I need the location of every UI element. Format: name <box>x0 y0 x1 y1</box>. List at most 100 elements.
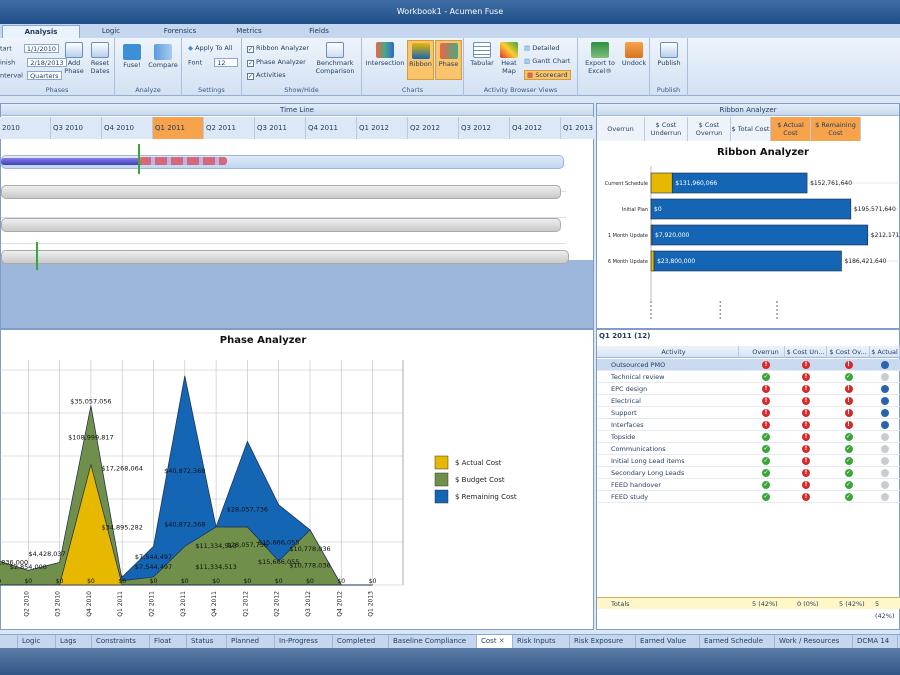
quarter-header[interactable]: Q4 2011 <box>306 117 357 139</box>
ribbon-analyzer-column-header[interactable]: $ Cost Overrun <box>688 117 731 141</box>
activities-checkbox[interactable]: ✓ Activities <box>247 71 286 80</box>
quarter-header[interactable]: Q4 2010 <box>102 117 153 139</box>
reset-dates-button[interactable]: Reset Dates <box>88 42 112 75</box>
ribbon-analyzer-header: Ribbon Analyzer <box>597 104 899 116</box>
ribbon-analyzer-column-header[interactable]: $ Total Cost <box>731 117 771 141</box>
ribbon-chart-bar[interactable] <box>650 172 673 194</box>
interval-select[interactable]: Quarters <box>27 71 62 80</box>
activity-row[interactable]: Secondary Long Leads ✓! ✓ <box>597 467 900 479</box>
tab-fields[interactable]: Fields <box>309 27 329 35</box>
bottom-tab[interactable]: Planned <box>227 635 275 648</box>
quarter-header[interactable]: Q1 2012 <box>357 117 408 139</box>
quarter-header[interactable]: Q1 2011 <box>153 117 204 139</box>
quarter-header[interactable]: Q2 2012 <box>408 117 459 139</box>
phase-chart-area-0[interactable] <box>0 463 373 586</box>
bottom-tab[interactable]: Completed <box>333 635 389 648</box>
ribbon-analyzer-column-header[interactable]: $ Cost Underrun <box>645 117 688 141</box>
publish-button[interactable]: Publish <box>654 42 684 67</box>
activity-row[interactable]: FEED handover ✓! ✓ <box>597 479 900 491</box>
activity-column-header[interactable]: $ Cost Ov... <box>827 346 870 358</box>
activity-row[interactable]: Support!!! <box>597 407 900 419</box>
bottom-tab[interactable]: Earned Schedule <box>700 635 775 648</box>
quarter-header[interactable]: Q2 2011 <box>204 117 255 139</box>
phase-chart-data-label: $7,544,497 <box>135 563 172 571</box>
ribbon-analyzer-column-header[interactable]: Overrun <box>597 117 645 141</box>
close-tab-icon[interactable]: ✕ <box>496 637 505 645</box>
phase-chart-data-label: $4,836,000 <box>0 559 28 567</box>
bottom-tab[interactable]: In-Progress <box>275 635 333 648</box>
bottom-tab[interactable]: Status <box>187 635 227 648</box>
detailed-button[interactable]: ▤ Detailed <box>524 44 560 52</box>
bottom-tab[interactable]: DCMA 14 Pa <box>853 635 898 658</box>
phase-chart-button[interactable]: Phase <box>435 40 462 80</box>
activity-column-header[interactable]: $ Actual <box>870 346 900 358</box>
bottom-tab[interactable]: Baseline Compliance <box>389 635 477 648</box>
ribbon-chart-bar[interactable] <box>653 250 842 272</box>
compare-button[interactable]: Compare <box>147 44 179 69</box>
bottom-tab[interactable]: Float <box>150 635 187 648</box>
tab-metrics[interactable]: Metrics <box>236 27 262 35</box>
heat-map-button[interactable]: Heat Map <box>497 42 521 75</box>
bottom-tab[interactable]: Risk Inputs <box>513 635 570 648</box>
activity-row[interactable]: Interfaces!!! <box>597 419 900 431</box>
tabular-button[interactable]: Tabular <box>468 42 496 67</box>
activity-row[interactable]: Outsourced PMO!!! <box>597 359 900 371</box>
activity-column-header[interactable]: Overrun <box>747 346 785 358</box>
scorecard-button[interactable]: ▦ Scorecard <box>524 70 571 80</box>
activity-column-header[interactable]: Activity <box>609 346 739 358</box>
activity-column-header[interactable]: $ Cost Un... <box>785 346 827 358</box>
ribbon-chart-category-label: 6 Month Update <box>608 259 648 265</box>
start-date-field[interactable]: 1/1/2010 <box>23 44 60 53</box>
ribbon-bar-segment[interactable] <box>139 157 227 165</box>
activity-row[interactable]: EPC design!!! <box>597 383 900 395</box>
intersection-button[interactable]: Intersection <box>365 42 405 67</box>
phase-bar[interactable] <box>1 218 561 232</box>
bottom-tab[interactable]: Cost ✕ <box>477 635 513 648</box>
bottom-tab[interactable]: Work / Resources <box>775 635 853 648</box>
ribbon-chart-bar[interactable] <box>651 224 869 246</box>
activity-row[interactable]: Topside ✓! ✓ <box>597 431 900 443</box>
quarter-header[interactable]: Q4 2012 <box>510 117 561 139</box>
add-phase-button[interactable]: Add Phase <box>63 42 85 75</box>
activity-row[interactable]: Technical review ✓! ✓ <box>597 371 900 383</box>
undock-button[interactable]: Undock <box>620 42 648 67</box>
apply-to-all-button[interactable]: ◆ Apply To All <box>188 44 233 52</box>
phase-bar[interactable] <box>1 185 561 199</box>
activity-row[interactable]: FEED study ✓! ✓ <box>597 491 900 503</box>
font-size-select[interactable]: 12 <box>214 58 239 67</box>
quarter-header[interactable]: 2010 <box>0 117 51 139</box>
ribbon-analyzer-column-header[interactable]: $ Remaining Cost <box>811 117 861 141</box>
activity-row[interactable]: Electrical!!! <box>597 395 900 407</box>
bottom-tab[interactable]: Logic <box>18 635 56 648</box>
bottom-tab[interactable]: Risk Exposure <box>570 635 636 648</box>
activity-name: Secondary Long Leads <box>611 469 685 477</box>
tab-analysis[interactable]: Analysis <box>2 25 80 38</box>
benchmark-comparison-button[interactable]: Benchmark Comparison <box>310 42 360 75</box>
ribbon-bar[interactable] <box>1 158 226 165</box>
phase-chart-data-label: $17,268,064 <box>102 464 143 472</box>
finish-date-field[interactable]: 2/18/2013 <box>27 58 67 67</box>
ribbon-chart-bar[interactable] <box>671 172 808 194</box>
phase-chart-data-label: $11,334,513 <box>195 542 236 550</box>
bottom-tab[interactable] <box>0 635 18 648</box>
phase-analyzer-checkbox[interactable]: ✓ Phase Analyzer <box>247 58 306 67</box>
bottom-tab[interactable]: Constraints <box>92 635 150 648</box>
ribbon-analyzer-checkbox[interactable]: ✓ Ribbon Analyzer <box>247 44 310 53</box>
export-to-excel-button[interactable]: Export to Excel® <box>581 42 619 75</box>
phase-bar[interactable] <box>1 250 569 264</box>
bottom-tab[interactable]: Lags <box>56 635 92 648</box>
ribbon-chart-button[interactable]: Ribbon <box>407 40 434 80</box>
bottom-tab[interactable]: Earned Value <box>636 635 700 648</box>
quarter-header[interactable]: Q3 2012 <box>459 117 510 139</box>
fuse-button[interactable]: Fuse! <box>120 44 144 69</box>
tab-forensics[interactable]: Forensics <box>163 27 197 35</box>
activity-row[interactable]: Initial Long Lead items ✓! ✓ <box>597 455 900 467</box>
activity-row[interactable]: Communications ✓! ✓ <box>597 443 900 455</box>
tab-logic[interactable]: Logic <box>101 27 121 35</box>
quarter-header[interactable]: Q3 2011 <box>255 117 306 139</box>
ribbon-analyzer-column-header[interactable]: $ Actual Cost <box>771 117 811 141</box>
gantt-chart-button[interactable]: ▥ Gantt Chart <box>524 57 571 65</box>
ribbon-chart-bar[interactable] <box>650 198 852 220</box>
quarter-header[interactable]: Q3 2010 <box>51 117 102 139</box>
ribbon-chart-bar[interactable] <box>650 250 655 272</box>
